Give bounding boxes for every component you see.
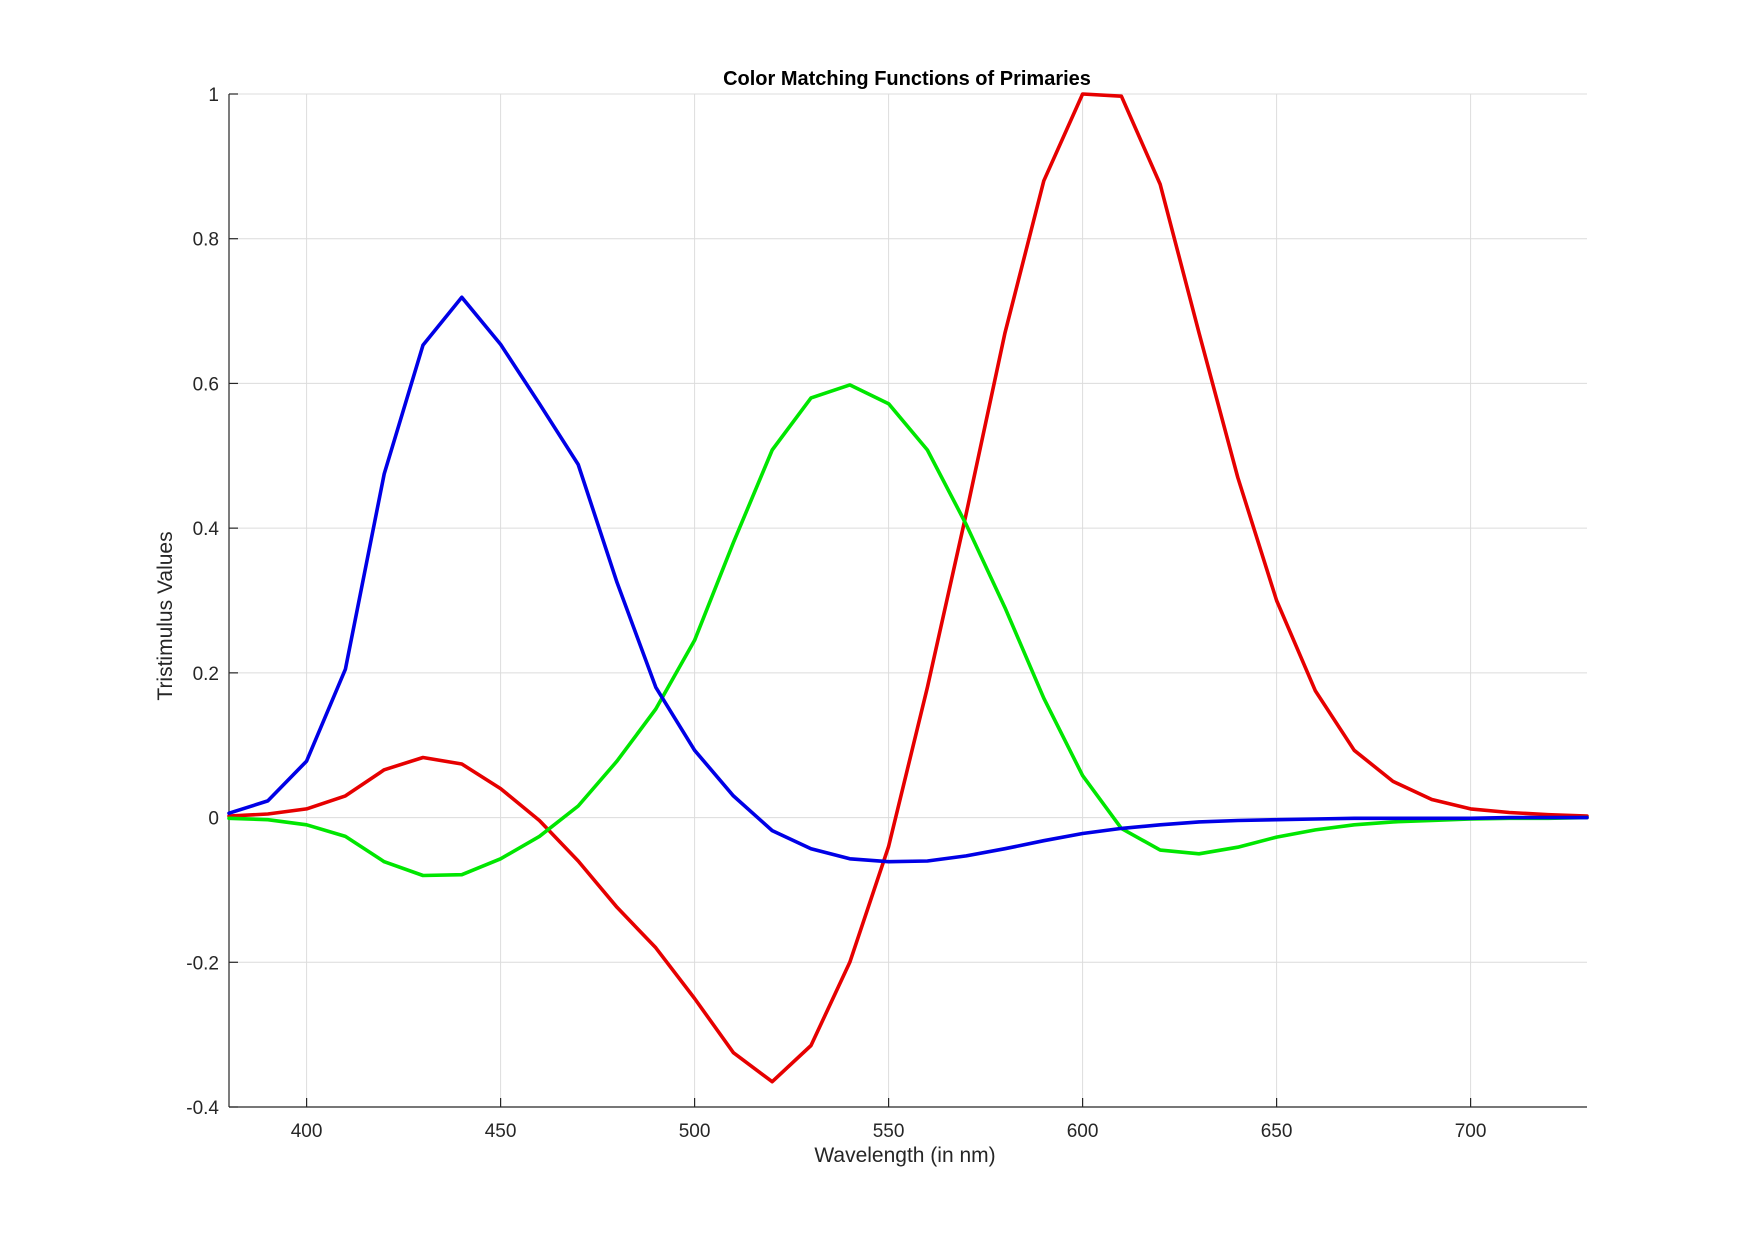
- grid-lines: [229, 93, 1587, 1108]
- y-axis-label: Tristimulus Values: [154, 531, 177, 700]
- y-tick-label: 0.6: [193, 374, 219, 395]
- x-axis-label: Wavelength (in nm): [814, 1144, 995, 1167]
- series-line-2: [227, 383, 1589, 878]
- series-lines: [227, 92, 1589, 1084]
- x-tick-label: 700: [1455, 1121, 1487, 1142]
- y-tick-label: -0.4: [186, 1098, 219, 1119]
- y-tick-label: 0.2: [193, 664, 219, 685]
- x-tick-label: 600: [1067, 1121, 1099, 1142]
- y-tick-label: 0.4: [193, 519, 220, 540]
- series-line-1: [227, 92, 1589, 1084]
- tick-labels: 400 450 500 550 600 650 700 -0.4 -0.2 0 0.2 0.4 0.6 0…: [186, 85, 1486, 1142]
- series-line-3: [227, 295, 1589, 864]
- x-tick-label: 400: [291, 1121, 323, 1142]
- axes: [228, 93, 1587, 1108]
- x-tick-label: 500: [679, 1121, 711, 1142]
- y-tick-label: -0.2: [186, 953, 219, 974]
- y-tick-label: 0: [208, 809, 219, 830]
- x-tick-label: 550: [873, 1121, 905, 1142]
- x-tick-label: 650: [1261, 1121, 1293, 1142]
- y-tick-label: 1: [208, 85, 219, 106]
- x-tick-label: 450: [485, 1121, 517, 1142]
- y-tick-label: 0.8: [193, 230, 219, 251]
- chart-title: Color Matching Functions of Primaries: [723, 68, 1091, 90]
